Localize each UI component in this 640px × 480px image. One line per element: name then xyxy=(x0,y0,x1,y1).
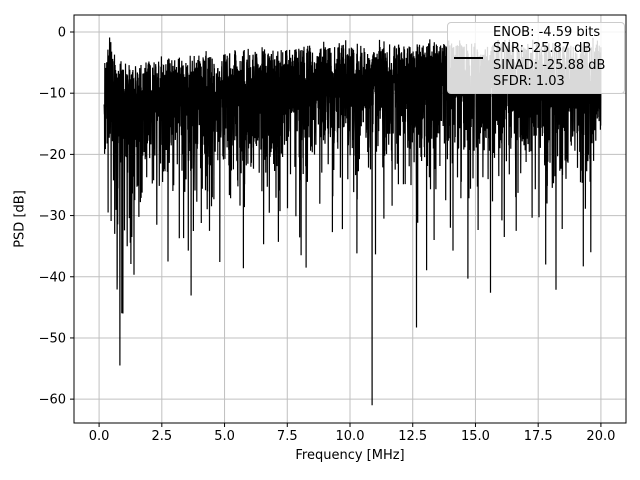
y-tick-label: −30 xyxy=(39,209,66,224)
x-tick-label: 20.0 xyxy=(586,429,615,444)
psd-trace xyxy=(103,37,602,406)
x-tick-label: 10.0 xyxy=(336,429,365,444)
y-tick-label: −10 xyxy=(39,87,66,102)
y-axis-label: PSD [dB] xyxy=(12,190,28,248)
legend-line-swatch xyxy=(454,57,483,59)
x-tick-label: 17.5 xyxy=(524,429,553,444)
x-axis-label: Frequency [MHz] xyxy=(295,448,405,463)
legend-box: ENOB: -4.59 bits SNR: -25.87 dB SINAD: -… xyxy=(447,22,625,94)
y-tick-label: −60 xyxy=(39,393,66,408)
x-tick-label: 0.0 xyxy=(89,429,110,444)
y-tick-label: −20 xyxy=(39,148,66,163)
legend-entry-sinad: SINAD: -25.88 dB xyxy=(493,57,606,73)
x-tick-label: 2.5 xyxy=(151,429,172,444)
x-tick-label: 15.0 xyxy=(461,429,490,444)
y-tick-label: 0 xyxy=(58,26,66,41)
legend-entry-snr: SNR: -25.87 dB xyxy=(493,41,592,57)
legend-entries: ENOB: -4.59 bits SNR: -25.87 dB SINAD: -… xyxy=(493,25,605,91)
y-tick-label: −50 xyxy=(39,331,66,346)
legend-entry-sfdr: SFDR: 1.03 xyxy=(493,74,565,90)
y-tick-label: −40 xyxy=(39,270,66,285)
legend-entry-enob: ENOB: -4.59 bits xyxy=(493,25,601,40)
x-tick-label: 5.0 xyxy=(214,429,235,444)
x-tick-label: 7.5 xyxy=(277,429,298,444)
x-tick-label: 12.5 xyxy=(398,429,427,444)
